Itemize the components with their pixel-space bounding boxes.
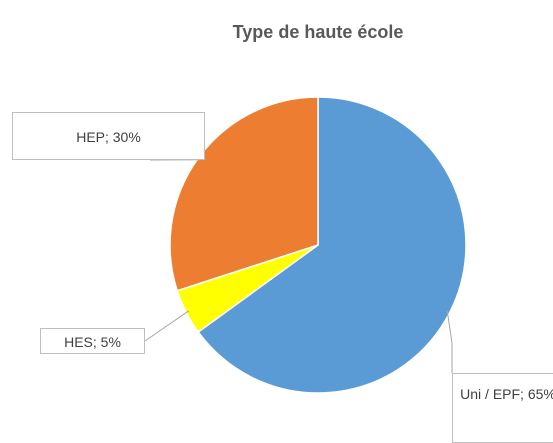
- leader-line: [447, 311, 452, 373]
- data-label: Uni / EPF; 65%: [452, 373, 553, 443]
- leader-line: [145, 311, 189, 341]
- data-label: HES; 5%: [40, 328, 145, 354]
- data-label: HEP; 30%: [12, 112, 205, 160]
